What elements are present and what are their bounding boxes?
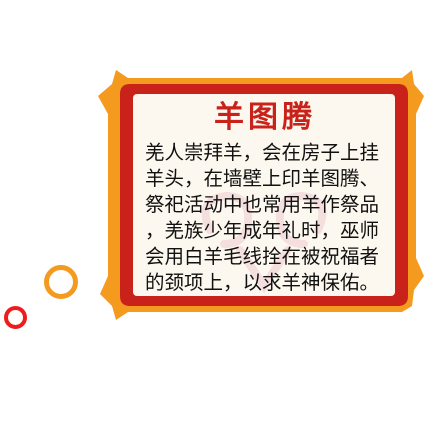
sheep-watermark [201,191,327,294]
card-body-line: 的颈项上，以求羊神保佑。 [145,271,380,294]
card-body-line: 羊头，在墙壁上印羊图腾、 [145,167,380,190]
decorative-bubble-small [4,306,27,329]
card-panel [133,94,395,296]
card-body-line: ，羌族少年成年礼时，巫师 [145,219,380,242]
card-body-text: 羌人崇拜羊，会在房子上挂 羊头，在墙壁上印羊图腾、 祭祀活动中也常用羊作祭品 ，… [137,138,393,296]
card-title: 羊图腾 [214,100,316,135]
card-body-line: 祭祀活动中也常用羊作祭品 [145,193,380,216]
card-body-line: 会用白羊毛线拴在被祝福者 [145,245,380,268]
decorative-bubble-large [44,265,78,299]
info-card: 羊图腾 羌人崇拜羊，会在房子上挂 羊头，在墙壁上印羊图腾、 祭祀活动中也常用羊作… [137,98,393,308]
card-body-line: 羌人崇拜羊，会在房子上挂 [145,141,380,164]
